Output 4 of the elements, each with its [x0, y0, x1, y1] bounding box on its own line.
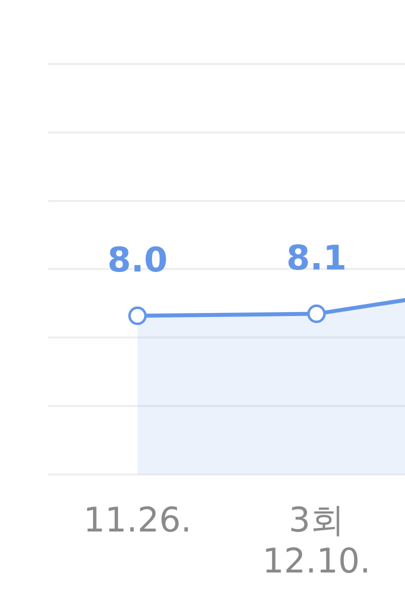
- data-label: 8.1: [286, 238, 347, 279]
- x-tick-label: 3회 12.10.: [262, 500, 371, 582]
- data-label: 8.0: [107, 240, 168, 281]
- x-tick-label: 11.26.: [83, 500, 192, 541]
